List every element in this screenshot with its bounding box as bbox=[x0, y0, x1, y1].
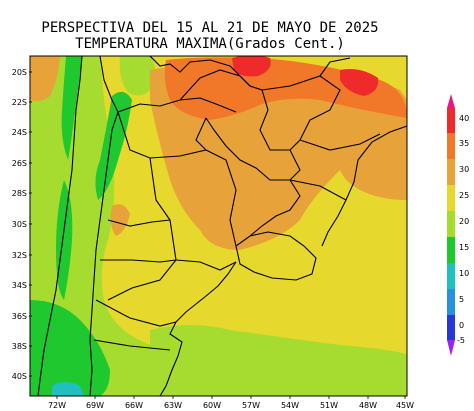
border-province-3 bbox=[179, 149, 237, 247]
field-tan-small bbox=[110, 204, 130, 236]
legend-tick-25: 25 bbox=[459, 191, 469, 200]
border-brazil-state-1 bbox=[299, 133, 381, 151]
lat-label-32s: 32S bbox=[12, 251, 27, 260]
lon-label-45w: 45W bbox=[396, 401, 414, 410]
field-green-coast-north bbox=[61, 56, 82, 160]
border-province-6 bbox=[95, 299, 177, 327]
legend-swatch-10-15 bbox=[447, 237, 455, 263]
field-lightgreen-south bbox=[150, 325, 407, 396]
field-red-patch-2 bbox=[340, 69, 379, 96]
border-province-7 bbox=[93, 339, 171, 351]
border-province-4 bbox=[107, 219, 171, 227]
border-andes bbox=[89, 56, 119, 396]
border-uruguay bbox=[235, 231, 317, 281]
lat-label-26s: 26S bbox=[12, 159, 27, 168]
lat-label-40s: 40S bbox=[12, 372, 27, 381]
legend-swatch-30-35 bbox=[447, 133, 455, 159]
field-tan-northwest bbox=[30, 56, 60, 102]
lat-label-24s: 24S bbox=[12, 128, 27, 137]
legend-swatch-15-20 bbox=[447, 211, 455, 237]
legend-bottom-triangle bbox=[447, 340, 455, 356]
lat-label-38s: 38S bbox=[12, 342, 27, 351]
map-title-line2: TEMPERATURA MAXIMA(Grados Cent.) bbox=[75, 36, 345, 52]
field-green-andes-south bbox=[30, 300, 110, 396]
map-borders bbox=[37, 56, 407, 396]
legend-tick-0: 0 bbox=[459, 321, 464, 330]
legend-swatch-m5-0 bbox=[447, 315, 455, 340]
field-tan-east bbox=[340, 140, 407, 200]
lon-label-69w: 69W bbox=[86, 401, 104, 410]
legend-swatch-20-25 bbox=[447, 185, 455, 211]
map-title-line1: PERSPECTIVA DEL 15 AL 21 DE MAYO DE 2025 bbox=[41, 20, 379, 36]
lat-label-36s: 36S bbox=[12, 312, 27, 321]
field-lightgreen-north bbox=[119, 56, 155, 96]
legend-tick-35: 35 bbox=[459, 139, 469, 148]
border-province-5 bbox=[100, 259, 177, 263]
border-paraguay bbox=[179, 69, 301, 181]
legend-tick-5: 5 bbox=[459, 295, 464, 304]
lon-label-51w: 51W bbox=[320, 401, 338, 410]
lat-label-20s: 20S bbox=[12, 68, 27, 77]
field-cyan-patch bbox=[52, 382, 84, 396]
border-chile-coast bbox=[37, 56, 83, 396]
field-green-andes-north bbox=[95, 91, 132, 200]
border-brazil-coast bbox=[321, 125, 407, 247]
border-brazil-south bbox=[261, 75, 341, 151]
legend-swatch-25-30 bbox=[447, 159, 455, 185]
map-field bbox=[30, 56, 407, 396]
legend-tick-15: 15 bbox=[459, 243, 469, 252]
lon-label-63w: 63W bbox=[164, 401, 182, 410]
legend-swatch-35-40 bbox=[447, 108, 455, 133]
border-brazil-state-3 bbox=[319, 57, 351, 77]
border-province-9 bbox=[195, 117, 207, 151]
lat-label-22s: 22S bbox=[12, 98, 27, 107]
lat-label-28s: 28S bbox=[12, 189, 27, 198]
lon-label-48w: 48W bbox=[359, 401, 377, 410]
border-brazil-state-2 bbox=[289, 179, 347, 201]
border-misiones bbox=[249, 179, 301, 237]
field-green-andes-central bbox=[56, 180, 73, 300]
legend-tick-40: 40 bbox=[459, 114, 469, 123]
legend-top-triangle bbox=[447, 94, 455, 108]
legend-tick-m5: -5 bbox=[457, 336, 465, 345]
lon-label-72w: 72W bbox=[48, 401, 66, 410]
border-province-8 bbox=[175, 259, 237, 271]
field-lightgreen-west bbox=[30, 56, 210, 396]
map-frame bbox=[29, 55, 408, 397]
lon-label-57w: 57W bbox=[242, 401, 260, 410]
lat-axis: 20S 22S 24S 26S 28S 30S 32S 34S 36S 38S … bbox=[12, 68, 32, 381]
legend-tick-20: 20 bbox=[459, 217, 469, 226]
color-legend: 40 35 30 25 20 15 10 5 0 -5 bbox=[447, 94, 469, 356]
lat-label-30s: 30S bbox=[12, 220, 27, 229]
lon-axis: 72W 69W 66W 63W 60W 57W 54W 51W 48W 45W bbox=[48, 396, 414, 410]
lon-label-66w: 66W bbox=[125, 401, 143, 410]
legend-tick-30: 30 bbox=[459, 165, 469, 174]
legend-swatch-5-10 bbox=[447, 263, 455, 289]
field-red-patch-1 bbox=[232, 56, 271, 77]
lon-label-60w: 60W bbox=[203, 401, 221, 410]
legend-tick-10: 10 bbox=[459, 269, 469, 278]
lat-label-34s: 34S bbox=[12, 281, 27, 290]
lon-label-54w: 54W bbox=[281, 401, 299, 410]
legend-swatch-0-5 bbox=[447, 289, 455, 315]
border-province-1 bbox=[117, 111, 181, 159]
